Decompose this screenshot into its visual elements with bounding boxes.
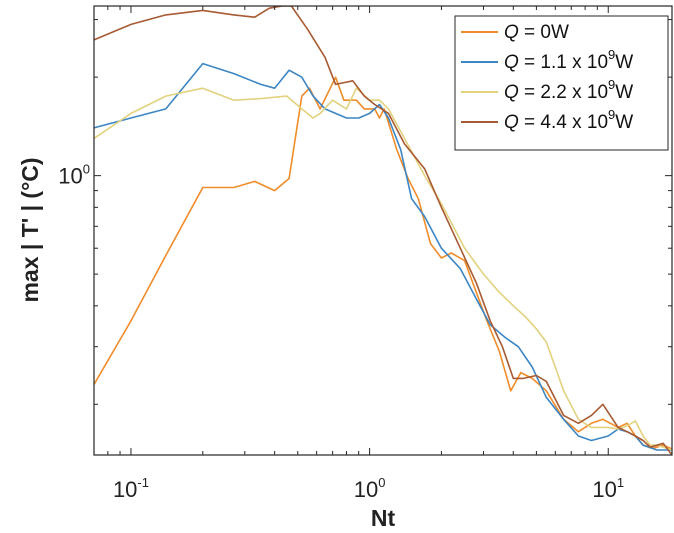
legend-box <box>454 15 669 151</box>
series-line-1 <box>94 76 672 450</box>
labels-layer: 10-1 100 101 100 <box>58 162 624 502</box>
x-axis-title: Nt <box>371 505 396 531</box>
series-line-2 <box>94 62 672 451</box>
legend: Q = 0W Q = 1.1 x 109W Q = 2.2 x 109W Q = 4.… <box>454 15 669 151</box>
legend-label-2: Q = 1.1 x 109W <box>504 47 633 73</box>
x-tick-label-1: 10-1 <box>113 475 149 502</box>
plot-frame <box>93 5 673 456</box>
series-line-4 <box>94 6 672 455</box>
x-tick-label-2: 100 <box>354 475 386 502</box>
ticks-layer <box>93 6 672 455</box>
y-axis-title: max | T' | (°C) <box>17 157 43 302</box>
series-layer <box>94 6 672 455</box>
legend-label-4: Q = 4.4 x 109W <box>504 107 633 133</box>
series-line-3 <box>94 87 672 451</box>
legend-label-3: Q = 2.2 x 109W <box>504 77 633 103</box>
x-tick-label-3: 101 <box>592 475 624 502</box>
legend-label-1: Q = 0W <box>504 22 569 43</box>
y-tick-label-1: 100 <box>58 162 90 189</box>
